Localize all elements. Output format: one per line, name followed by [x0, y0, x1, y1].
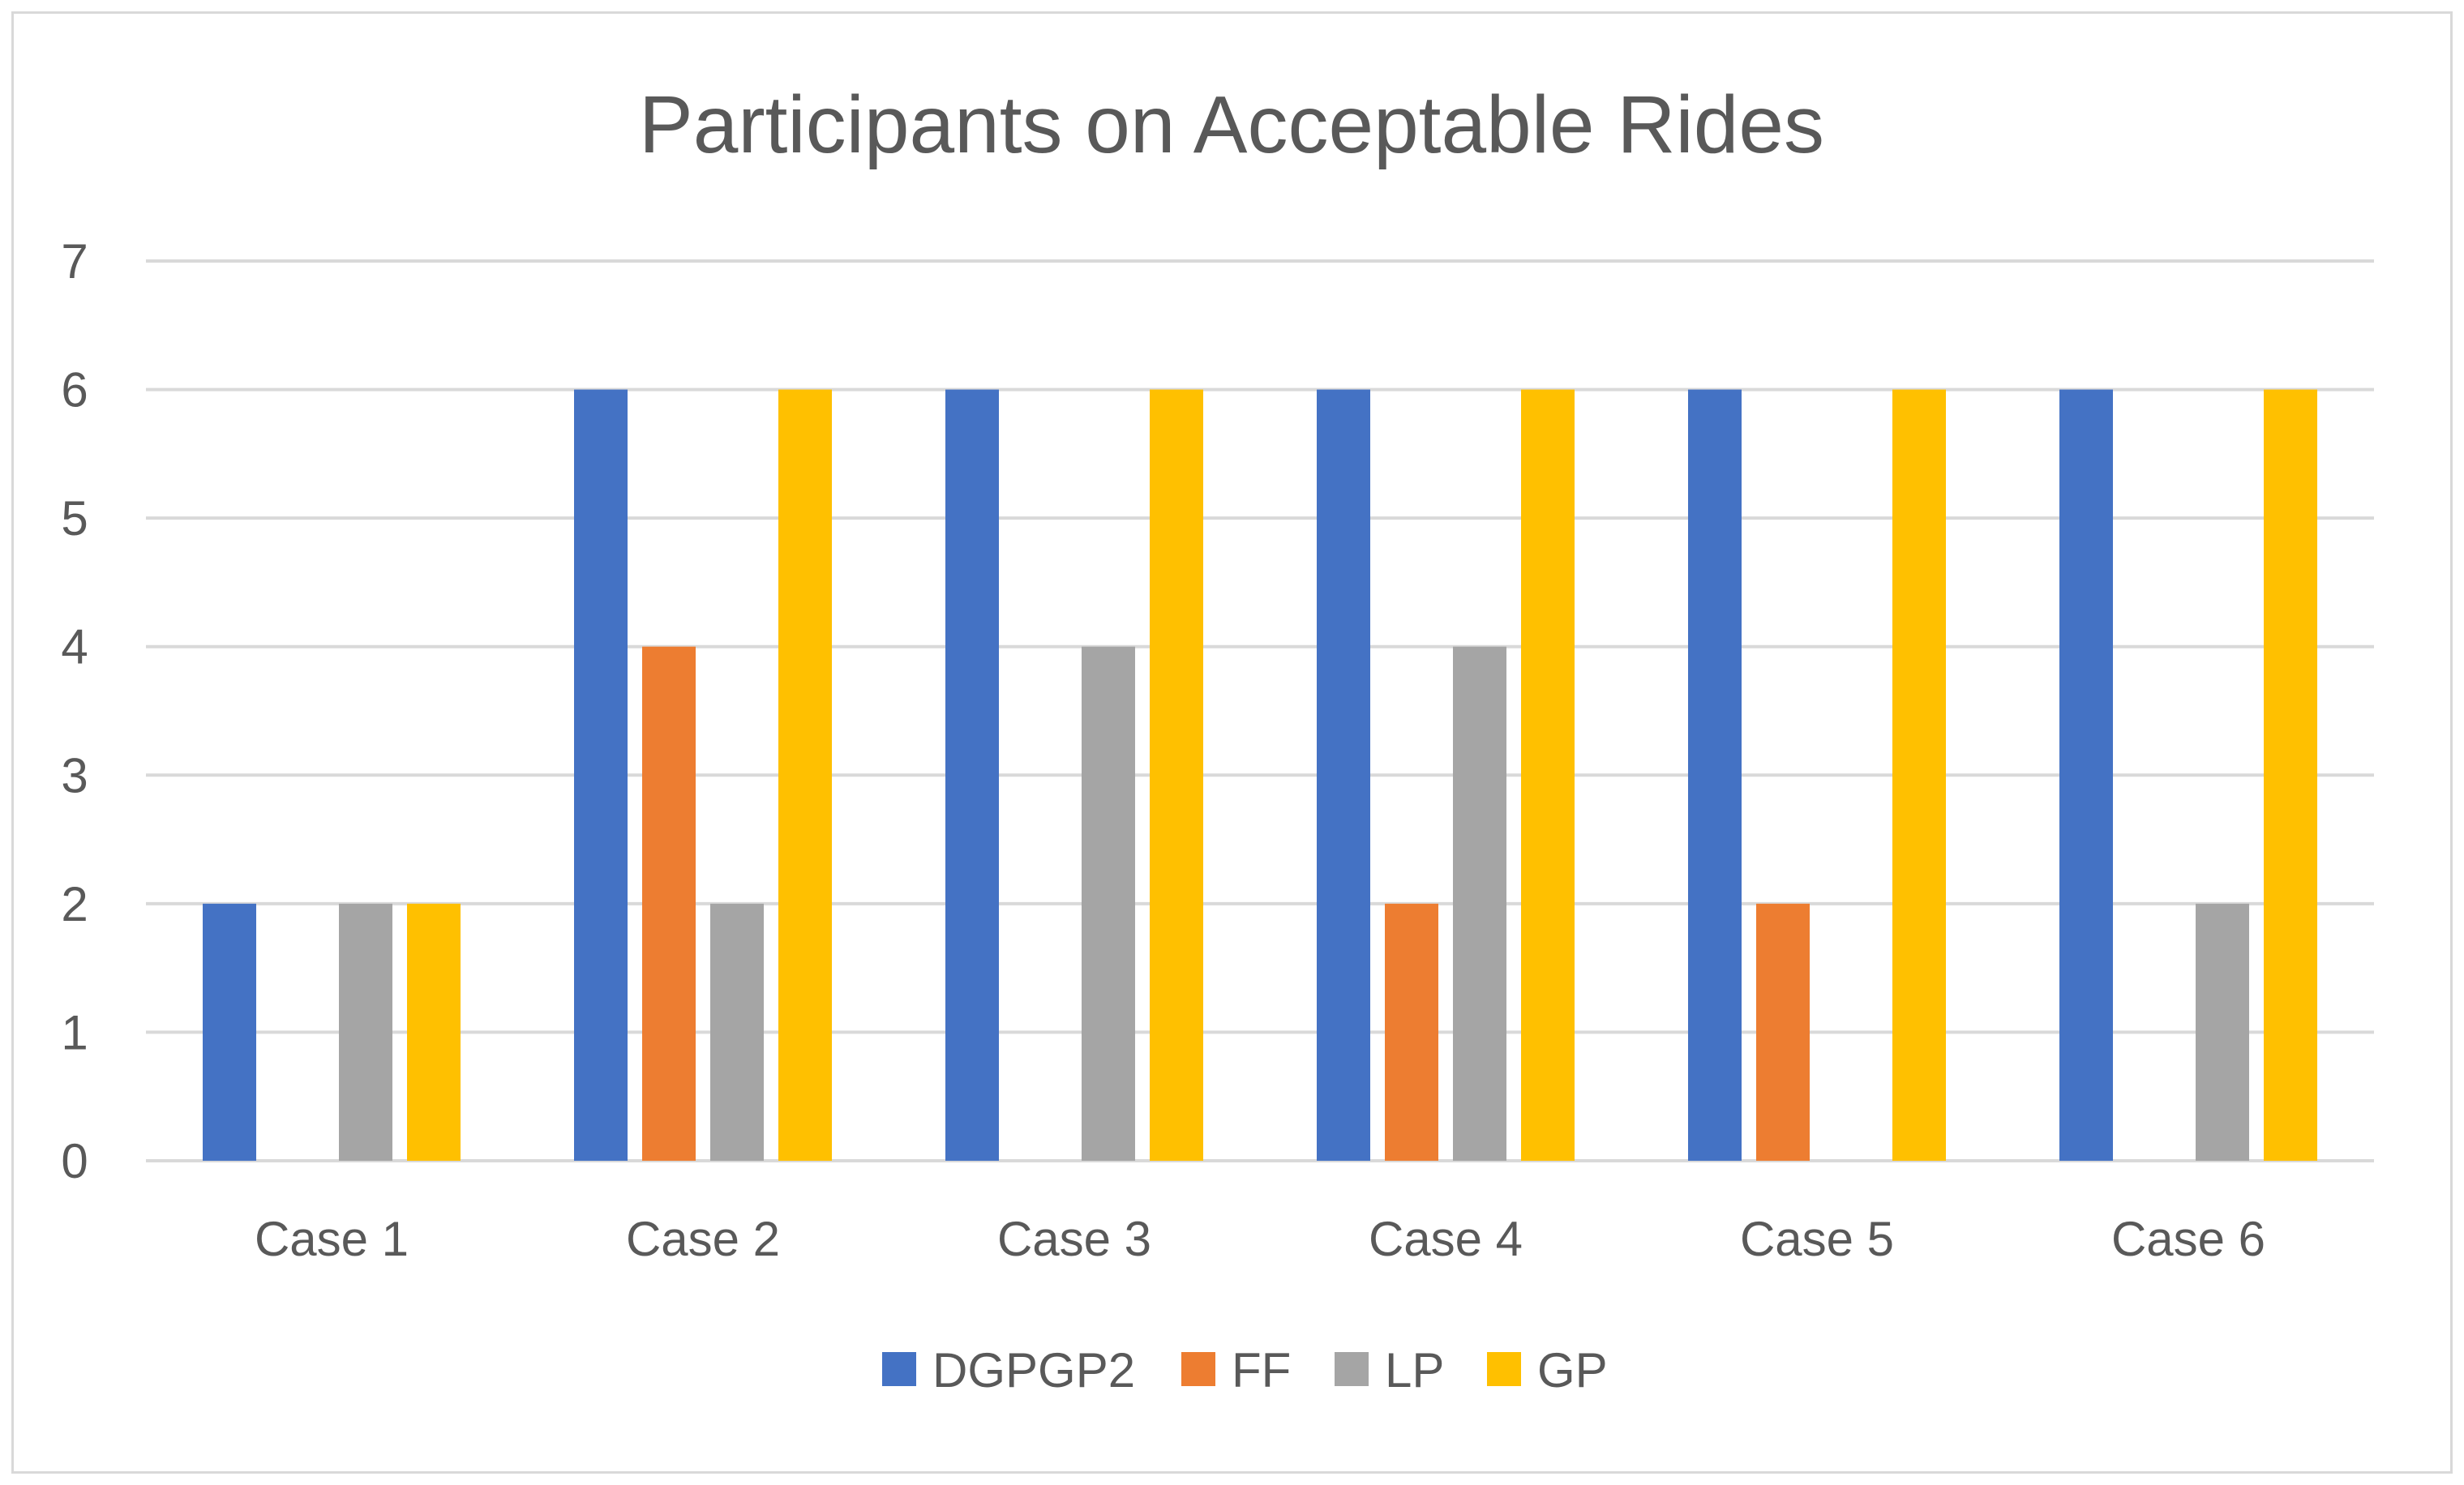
chart-frame	[11, 11, 2453, 1474]
bar-lp-case-2	[710, 903, 764, 1161]
gridlines	[146, 259, 2374, 1162]
chart-title: Participants on Acceptable Rides	[639, 79, 1824, 170]
bar-gp-case-5	[1892, 389, 1946, 1162]
bar-gp-case-3	[1150, 389, 1203, 1162]
legend-swatch-dgpgp2	[882, 1352, 916, 1386]
x-tick-label: Case 3	[997, 1212, 1151, 1266]
bar-dgpgp2-case-6	[2059, 389, 2113, 1162]
y-tick-label: 3	[61, 748, 88, 802]
bar-dgpgp2-case-1	[203, 903, 256, 1161]
x-tick-label: Case 5	[1740, 1212, 1894, 1266]
bar-dgpgp2-case-3	[945, 389, 999, 1162]
y-tick-label: 5	[61, 491, 88, 546]
bars	[203, 389, 2317, 1162]
bar-dgpgp2-case-4	[1317, 389, 1370, 1162]
x-axis-tick-labels: Case 1 Case 2 Case 3 Case 4 Case 5 Case 6	[255, 1212, 2265, 1266]
legend-label-gp: GP	[1537, 1343, 1608, 1397]
bar-lp-case-1	[339, 903, 392, 1161]
bar-lp-case-4	[1453, 646, 1506, 1161]
bar-ff-case-5	[1756, 903, 1810, 1161]
legend-label-dgpgp2: DGPGP2	[932, 1343, 1135, 1397]
x-tick-label: Case 2	[626, 1212, 780, 1266]
bar-gp-case-6	[2264, 389, 2317, 1162]
bar-dgpgp2-case-5	[1688, 389, 1742, 1162]
x-tick-label: Case 1	[255, 1212, 409, 1266]
legend-swatch-gp	[1487, 1352, 1521, 1386]
y-tick-label: 1	[61, 1005, 88, 1059]
y-tick-label: 6	[61, 363, 88, 417]
y-tick-label: 2	[61, 877, 88, 931]
legend-label-ff: FF	[1232, 1343, 1291, 1397]
bar-ff-case-2	[642, 646, 696, 1161]
bar-lp-case-6	[2196, 903, 2249, 1161]
bar-lp-case-3	[1082, 646, 1135, 1161]
bar-dgpgp2-case-2	[574, 389, 628, 1162]
bar-gp-case-1	[407, 903, 461, 1161]
x-tick-label: Case 4	[1369, 1212, 1523, 1266]
y-tick-label: 0	[61, 1134, 88, 1188]
x-tick-label: Case 6	[2111, 1212, 2265, 1266]
legend-label-lp: LP	[1385, 1343, 1444, 1397]
bar-gp-case-2	[778, 389, 832, 1162]
legend-swatch-ff	[1181, 1352, 1215, 1386]
legend: DGPGP2 FF LP GP	[882, 1343, 1608, 1397]
y-tick-label: 7	[61, 234, 88, 289]
y-axis-tick-labels: 0 1 2 3 4 5 6 7	[61, 234, 88, 1188]
bar-gp-case-4	[1521, 389, 1575, 1162]
y-tick-label: 4	[61, 620, 88, 674]
legend-swatch-lp	[1335, 1352, 1369, 1386]
bar-ff-case-4	[1385, 903, 1438, 1161]
